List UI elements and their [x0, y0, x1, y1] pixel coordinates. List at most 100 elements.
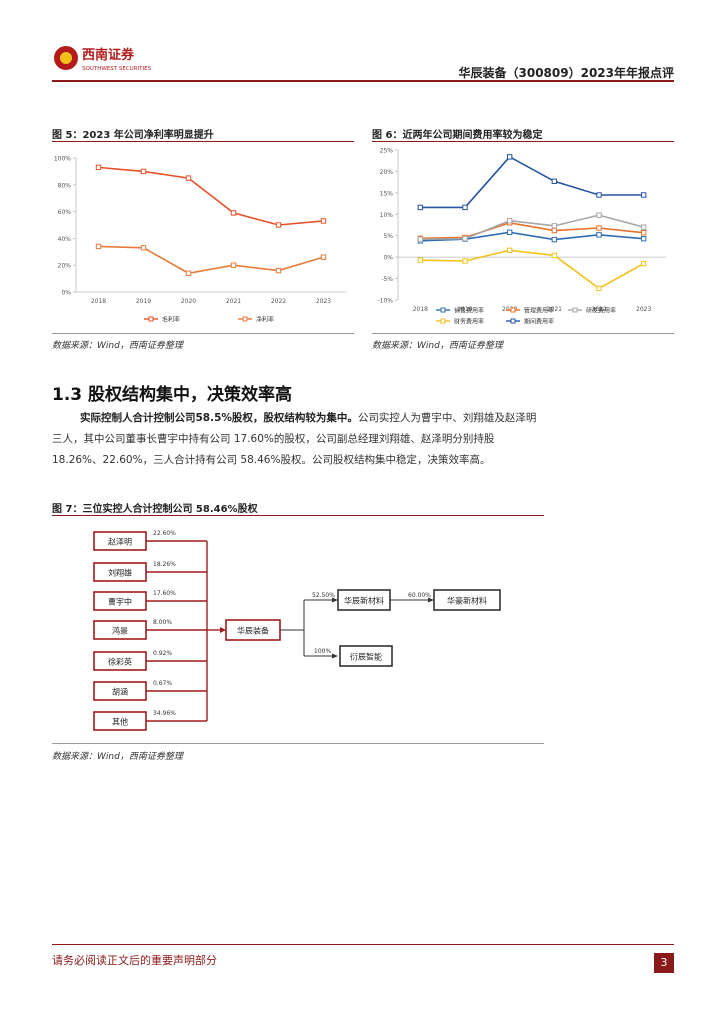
sub2-name: 衍辰智能: [350, 652, 382, 662]
shareholder-name: 刘翔雄: [108, 568, 132, 578]
fig5-title: 图 5：2023 年公司净利率明显提升: [52, 130, 214, 141]
legend-label: 净利率: [256, 316, 274, 324]
data-point: [462, 236, 468, 242]
legend-marker: [242, 316, 248, 322]
fig5-bottom-rule: [52, 333, 354, 334]
y-tick-label: 0%: [61, 290, 71, 297]
series-line: [98, 245, 324, 275]
footer-disclaimer: 请务必阅读正文后的重要声明部分: [52, 954, 217, 967]
x-tick-label: 2021: [226, 298, 241, 305]
arrow-head: [332, 597, 338, 603]
data-point: [417, 236, 424, 242]
x-tick-label: 2020: [181, 298, 196, 305]
data-point: [640, 224, 647, 230]
data-point: [95, 164, 102, 171]
fig5-top-rule: [52, 141, 354, 142]
shareholder-pct: 22.60%: [153, 530, 176, 537]
legend-marker: [148, 316, 154, 322]
data-point: [506, 229, 513, 235]
data-point: [275, 267, 282, 274]
x-tick-label: 2021: [547, 306, 562, 313]
data-point: [551, 223, 558, 229]
data-point: [551, 227, 558, 234]
fig6-source: 数据来源：Wind，西南证券整理: [372, 341, 503, 351]
fig6-title: 图 6：近两年公司期间费用率较为稳定: [372, 130, 543, 141]
data-point: [551, 236, 558, 243]
x-tick-label: 2022: [591, 306, 606, 313]
data-point: [417, 257, 424, 263]
data-point: [596, 232, 602, 238]
series-line: [420, 249, 645, 290]
legend-marker: [440, 318, 446, 324]
data-point: [462, 204, 468, 211]
shareholder-name: 赵泽明: [108, 537, 132, 547]
sub2-pct: 100%: [314, 648, 331, 655]
shareholder-pct: 8.00%: [153, 619, 172, 626]
data-point: [596, 225, 602, 231]
y-tick-label: 0%: [383, 255, 393, 262]
arrow-head: [332, 653, 338, 659]
legend-label: 毛利率: [162, 316, 180, 324]
data-point: [140, 168, 147, 175]
data-point: [320, 218, 327, 224]
series-line: [420, 155, 644, 209]
shareholder-pct: 0.92%: [153, 650, 172, 657]
y-tick-label: 40%: [58, 236, 72, 243]
y-tick-label: -5%: [381, 276, 393, 283]
fig7-source: 数据来源：Wind，西南证券整理: [52, 752, 183, 762]
data-point: [230, 210, 237, 216]
sub1-pct: 52.50%: [312, 592, 335, 599]
y-tick-label: 5%: [383, 233, 393, 240]
logo-cn-text: 西南证券: [82, 47, 135, 63]
shareholder-pct: 0.67%: [153, 680, 172, 687]
arrow-head: [428, 597, 434, 603]
legend-label: 管理费用率: [524, 307, 554, 315]
subsidiary-box: [339, 645, 393, 667]
data-point: [140, 245, 147, 251]
y-tick-label: 80%: [58, 182, 72, 189]
x-tick-label: 2023: [636, 306, 651, 313]
x-tick-label: 2022: [271, 298, 286, 305]
data-point: [551, 178, 558, 184]
fig6-top-rule: [372, 141, 674, 142]
data-point: [596, 192, 602, 198]
legend-marker: [440, 307, 446, 313]
subsidiary-box: [433, 589, 501, 611]
legend-marker: [510, 318, 516, 324]
sub1b-name: 华豪新材料: [447, 596, 487, 606]
shareholder-name: 其他: [112, 717, 128, 727]
x-tick-label: 2023: [316, 298, 331, 305]
section-heading: 1.3 股权结构集中，决策效率高: [52, 385, 293, 405]
data-point: [640, 260, 647, 267]
x-tick-label: 2019: [136, 298, 151, 305]
data-point: [551, 252, 558, 259]
arrow-head: [220, 627, 226, 633]
shareholder-pct: 34.96%: [153, 710, 176, 717]
legend-label: 销售费用率: [454, 307, 484, 315]
logo-en-text: SOUTHWEST SECURITIES: [82, 66, 152, 72]
data-point: [462, 258, 468, 264]
fig7-top-rule: [52, 515, 544, 516]
fig6-chart: -10%-5%0%5%10%15%20%25%20182019202020212…: [377, 148, 666, 326]
series-line: [420, 214, 644, 240]
y-tick-label: 25%: [380, 148, 394, 155]
paragraph-body: 公司实控人为曹宇中、刘翔雄及赵泽明三人，其中公司董事长曹宇中持有公司 17.60…: [52, 412, 537, 466]
data-point: [275, 222, 282, 228]
data-point: [185, 270, 192, 276]
fig5-source: 数据来源：Wind，西南证券整理: [52, 341, 183, 351]
section-paragraph: 实际控制人合计控制公司58.5%股权，股权结构较为集中。公司实控人为曹宇中、刘翔…: [52, 408, 544, 471]
data-point: [640, 236, 647, 242]
fig7-bottom-rule: [52, 743, 544, 744]
y-tick-label: 20%: [58, 263, 72, 270]
y-tick-label: 100%: [54, 156, 71, 163]
y-tick-label: -10%: [377, 298, 393, 305]
data-point: [640, 192, 647, 198]
shareholder-name: 鸿景: [112, 626, 128, 636]
data-point: [230, 262, 237, 268]
company-logo: 西南证券 SOUTHWEST SECURITIES: [52, 44, 162, 74]
data-point: [596, 212, 602, 218]
center-company-name: 华辰装备: [237, 626, 269, 636]
y-tick-label: 15%: [380, 190, 394, 197]
report-title: 华辰装备（300809）2023年年报点评: [458, 66, 675, 80]
series-line: [98, 166, 324, 226]
